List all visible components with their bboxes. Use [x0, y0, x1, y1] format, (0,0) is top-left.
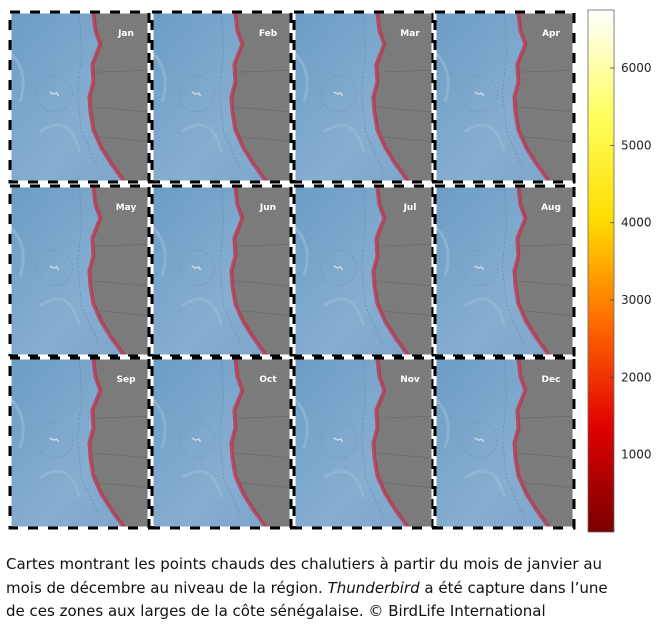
map-panel: Aug: [433, 184, 576, 358]
frame-dashes: [150, 10, 293, 184]
month-label: Oct: [259, 375, 277, 385]
frame-dashes: [8, 10, 151, 184]
month-label: Jun: [259, 203, 276, 213]
colorbar: [587, 9, 615, 533]
frame-dashes: [8, 356, 151, 530]
frame-dashes: [292, 356, 435, 530]
map-panel: Nov: [292, 356, 435, 530]
month-label: Jul: [403, 203, 417, 213]
colorbar-tick-label: 1000: [621, 448, 652, 462]
map-panel: Sep: [8, 356, 151, 530]
month-label: Dec: [542, 375, 561, 385]
frame-dashes: [433, 356, 576, 530]
map-panel: Jun: [150, 184, 293, 358]
month-label: Jan: [117, 29, 134, 39]
map-panel: Apr: [433, 10, 576, 184]
colorbar-tick-label: 3000: [621, 293, 652, 307]
frame-dashes: [8, 184, 151, 358]
month-label: Mar: [400, 29, 420, 39]
map-panel: Jul: [292, 184, 435, 358]
month-label: Sep: [116, 375, 136, 385]
caption-line: mois de décembre au niveau de la région.…: [6, 577, 666, 601]
map-panel: Dec: [433, 356, 576, 530]
frame-dashes: [433, 10, 576, 184]
caption: Cartes montrant les points chauds des ch…: [6, 553, 666, 624]
month-label: Aug: [541, 203, 561, 213]
frame-dashes: [150, 356, 293, 530]
colorbar-tick-label: 2000: [621, 370, 652, 384]
caption-italic: Thunderbird: [327, 578, 420, 597]
frame-dashes: [433, 184, 576, 358]
map-panel: Mar: [292, 10, 435, 184]
frame-dashes: [150, 184, 293, 358]
month-label: Apr: [542, 29, 560, 39]
map-panel: May: [8, 184, 151, 358]
month-label: Nov: [400, 375, 420, 385]
caption-line: Cartes montrant les points chauds des ch…: [6, 555, 603, 573]
map-panel: Jan: [8, 10, 151, 184]
map-panel: Oct: [150, 356, 293, 530]
colorbar-tick-label: 5000: [621, 138, 652, 152]
figure: Jan Feb Mar Apr May Jun Jul Aug Sep Oct Nov Dec 1000…: [8, 9, 652, 533]
frame-dashes: [292, 184, 435, 358]
month-label: May: [116, 203, 137, 213]
colorbar-tick-label: 6000: [621, 61, 652, 75]
colorbar-tick-label: 4000: [621, 216, 652, 230]
caption-text: mois de décembre au niveau de la région.: [6, 578, 323, 597]
caption-line: de ces zones aux larges de la côte sénég…: [6, 602, 546, 620]
frame-dashes: [292, 10, 435, 184]
month-label: Feb: [259, 29, 278, 39]
caption-text: a été capture dans l’une: [424, 578, 608, 597]
map-panel: Feb: [150, 10, 293, 184]
